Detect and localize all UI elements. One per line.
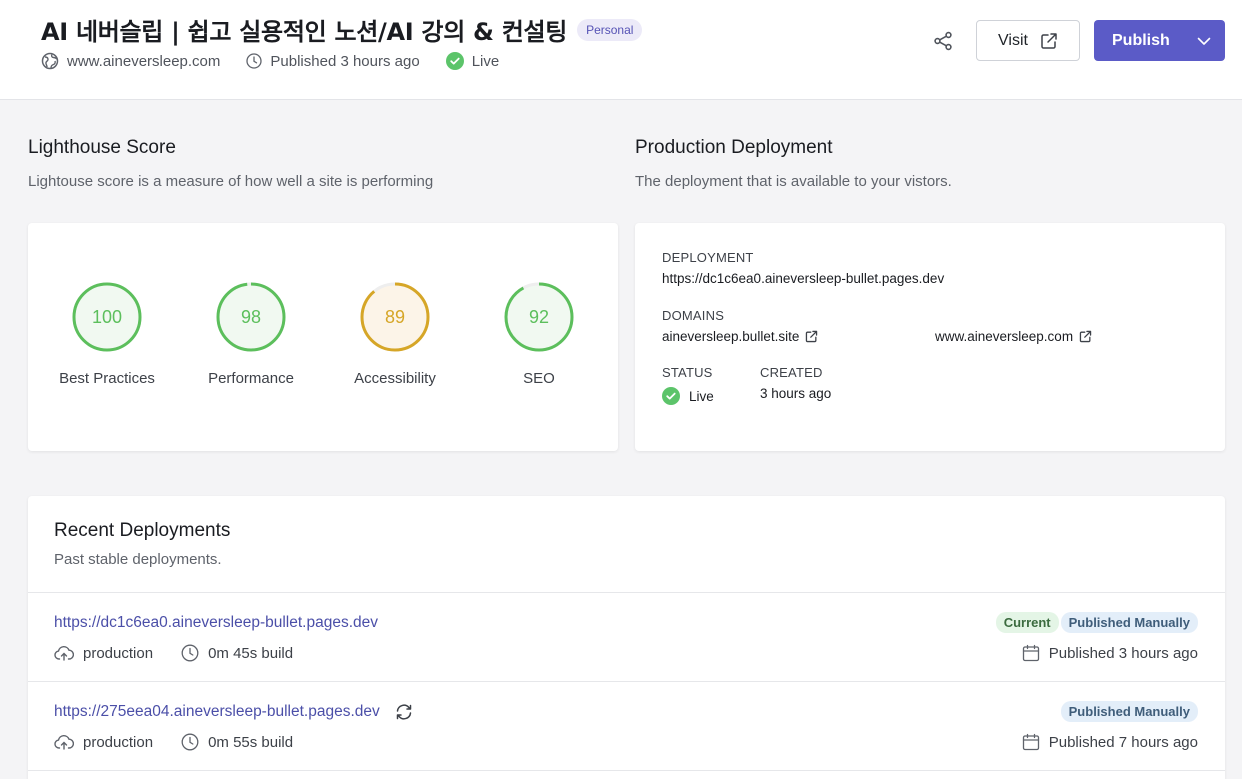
divider <box>28 681 1225 682</box>
lighthouse-title: Lighthouse Score <box>28 137 176 158</box>
score-gauge: 89 <box>359 281 431 353</box>
site-domain[interactable]: www.aineversleep.com <box>41 52 220 70</box>
share-button[interactable] <box>928 21 958 61</box>
site-title: AI 네버슬립 | 쉽고 실용적인 노션/AI 강의 & 컨설팅 <box>41 18 568 46</box>
score-value: 89 <box>384 306 406 327</box>
site-meta: www.aineversleep.com Published 3 hours a… <box>41 52 525 70</box>
status-value: Live <box>662 387 714 405</box>
clock-icon <box>181 644 199 662</box>
deployment-label: DEPLOYMENT <box>662 250 754 265</box>
publish-button[interactable]: Publish <box>1094 20 1225 61</box>
deployment-link-text: https://dc1c6ea0.aineversleep-bullet.pag… <box>54 614 378 631</box>
score-label: Best Practices <box>59 370 155 387</box>
lighthouse-score: 92 SEO <box>467 281 611 387</box>
site-domain-text: www.aineversleep.com <box>67 52 221 70</box>
current-badge: Current <box>995 612 1059 633</box>
recent-subtitle: Past stable deployments. <box>54 551 222 568</box>
share-icon <box>933 31 953 51</box>
score-label: SEO <box>523 370 555 387</box>
deployment-env: production <box>54 734 153 751</box>
cloud-upload-icon <box>54 645 74 661</box>
divider <box>28 592 1225 593</box>
external-link-icon <box>805 330 818 343</box>
lighthouse-score: 98 Performance <box>179 281 323 387</box>
domain-link-1-text: aineversleep.bullet.site <box>662 329 800 344</box>
external-link-icon <box>1040 32 1058 50</box>
score-label: Accessibility <box>354 370 436 387</box>
status-label: STATUS <box>662 365 713 380</box>
score-value: 100 <box>91 306 123 327</box>
domains-label: DOMAINS <box>662 308 725 323</box>
deployment-link[interactable]: https://275eea04.aineversleep-bullet.pag… <box>54 703 414 721</box>
published-manually-badge: Published Manually <box>1060 612 1198 633</box>
score-label: Performance <box>208 370 294 387</box>
deployment-url[interactable]: https://dc1c6ea0.aineversleep-bullet.pag… <box>662 271 945 286</box>
deployment-env-text: production <box>83 733 154 751</box>
site-status-text: Live <box>471 52 500 70</box>
clock-icon <box>181 733 199 751</box>
title-row: AI 네버슬립 | 쉽고 실용적인 노션/AI 강의 & 컨설팅 Persona… <box>41 12 643 47</box>
chevron-down-icon[interactable] <box>1183 33 1225 49</box>
publish-label: Publish <box>1112 31 1170 49</box>
domain-link-2-text: www.aineversleep.com <box>935 329 1074 344</box>
deployment-build: 0m 45s build <box>181 644 293 662</box>
domain-link-1[interactable]: aineversleep.bullet.site <box>662 329 818 344</box>
deployment-env-text: production <box>83 644 154 662</box>
refresh-icon[interactable] <box>394 703 414 721</box>
visit-label: Visit <box>998 31 1028 49</box>
plan-badge: Personal <box>577 18 643 41</box>
check-circle-icon <box>662 387 680 405</box>
score-value: 92 <box>528 306 550 327</box>
header-actions: Visit Publish <box>928 20 1225 61</box>
deployment-tags: Current Published Manually <box>994 612 1198 633</box>
published-manually-badge: Published Manually <box>1060 701 1198 722</box>
divider <box>28 770 1225 771</box>
deployment-build-text: 0m 45s build <box>208 644 294 662</box>
cloud-upload-icon <box>54 734 74 750</box>
deployment-build: 0m 55s build <box>181 733 293 751</box>
recent-title: Recent Deployments <box>54 520 231 541</box>
deployment-date: Published 3 hours ago <box>1022 644 1198 662</box>
deployment-date-text: Published 7 hours ago <box>1048 733 1198 751</box>
recent-deployments-card: Recent Deployments Past stable deploymen… <box>28 496 1225 779</box>
calendar-icon <box>1022 644 1040 662</box>
production-subtitle: The deployment that is available to your… <box>635 173 952 190</box>
deployment-link[interactable]: https://dc1c6ea0.aineversleep-bullet.pag… <box>54 614 378 632</box>
score-gauge: 92 <box>503 281 575 353</box>
page-header: AI 네버슬립 | 쉽고 실용적인 노션/AI 강의 & 컨설팅 Persona… <box>0 0 1242 100</box>
created-label: CREATED <box>760 365 823 380</box>
globe-icon <box>41 52 59 70</box>
lighthouse-subtitle: Lightouse score is a measure of how well… <box>28 173 434 190</box>
lighthouse-score: 89 Accessibility <box>323 281 467 387</box>
score-gauge: 100 <box>71 281 143 353</box>
external-link-icon <box>1079 330 1092 343</box>
lighthouse-card: 100 Best Practices 98 Performance 89 Accessib… <box>28 223 618 451</box>
status-value-text: Live <box>689 388 714 404</box>
publish-time-text: Published 3 hours ago <box>270 52 420 70</box>
lighthouse-score: 100 Best Practices <box>35 281 179 387</box>
created-value: 3 hours ago <box>760 386 832 401</box>
clock-icon <box>246 53 263 69</box>
domain-link-2[interactable]: www.aineversleep.com <box>935 329 1092 344</box>
calendar-icon <box>1022 733 1040 751</box>
deployment-tags: Published Manually <box>1059 701 1198 722</box>
deployment-date-text: Published 3 hours ago <box>1048 644 1198 662</box>
production-title: Production Deployment <box>635 137 833 158</box>
production-card: DEPLOYMENT https://dc1c6ea0.aineversleep… <box>635 223 1225 451</box>
deployment-meta: production 0m 45s build <box>54 644 321 662</box>
score-gauge: 98 <box>215 281 287 353</box>
deployment-build-text: 0m 55s build <box>208 733 294 751</box>
deployment-env: production <box>54 645 153 662</box>
score-value: 98 <box>240 306 262 327</box>
deployment-meta: production 0m 55s build <box>54 733 321 751</box>
check-circle-icon <box>445 52 464 70</box>
publish-time: Published 3 hours ago <box>246 52 420 70</box>
visit-button[interactable]: Visit <box>976 20 1080 61</box>
site-status: Live <box>445 52 500 70</box>
deployment-link-text: https://275eea04.aineversleep-bullet.pag… <box>54 703 380 720</box>
deployment-date: Published 7 hours ago <box>1022 733 1198 751</box>
